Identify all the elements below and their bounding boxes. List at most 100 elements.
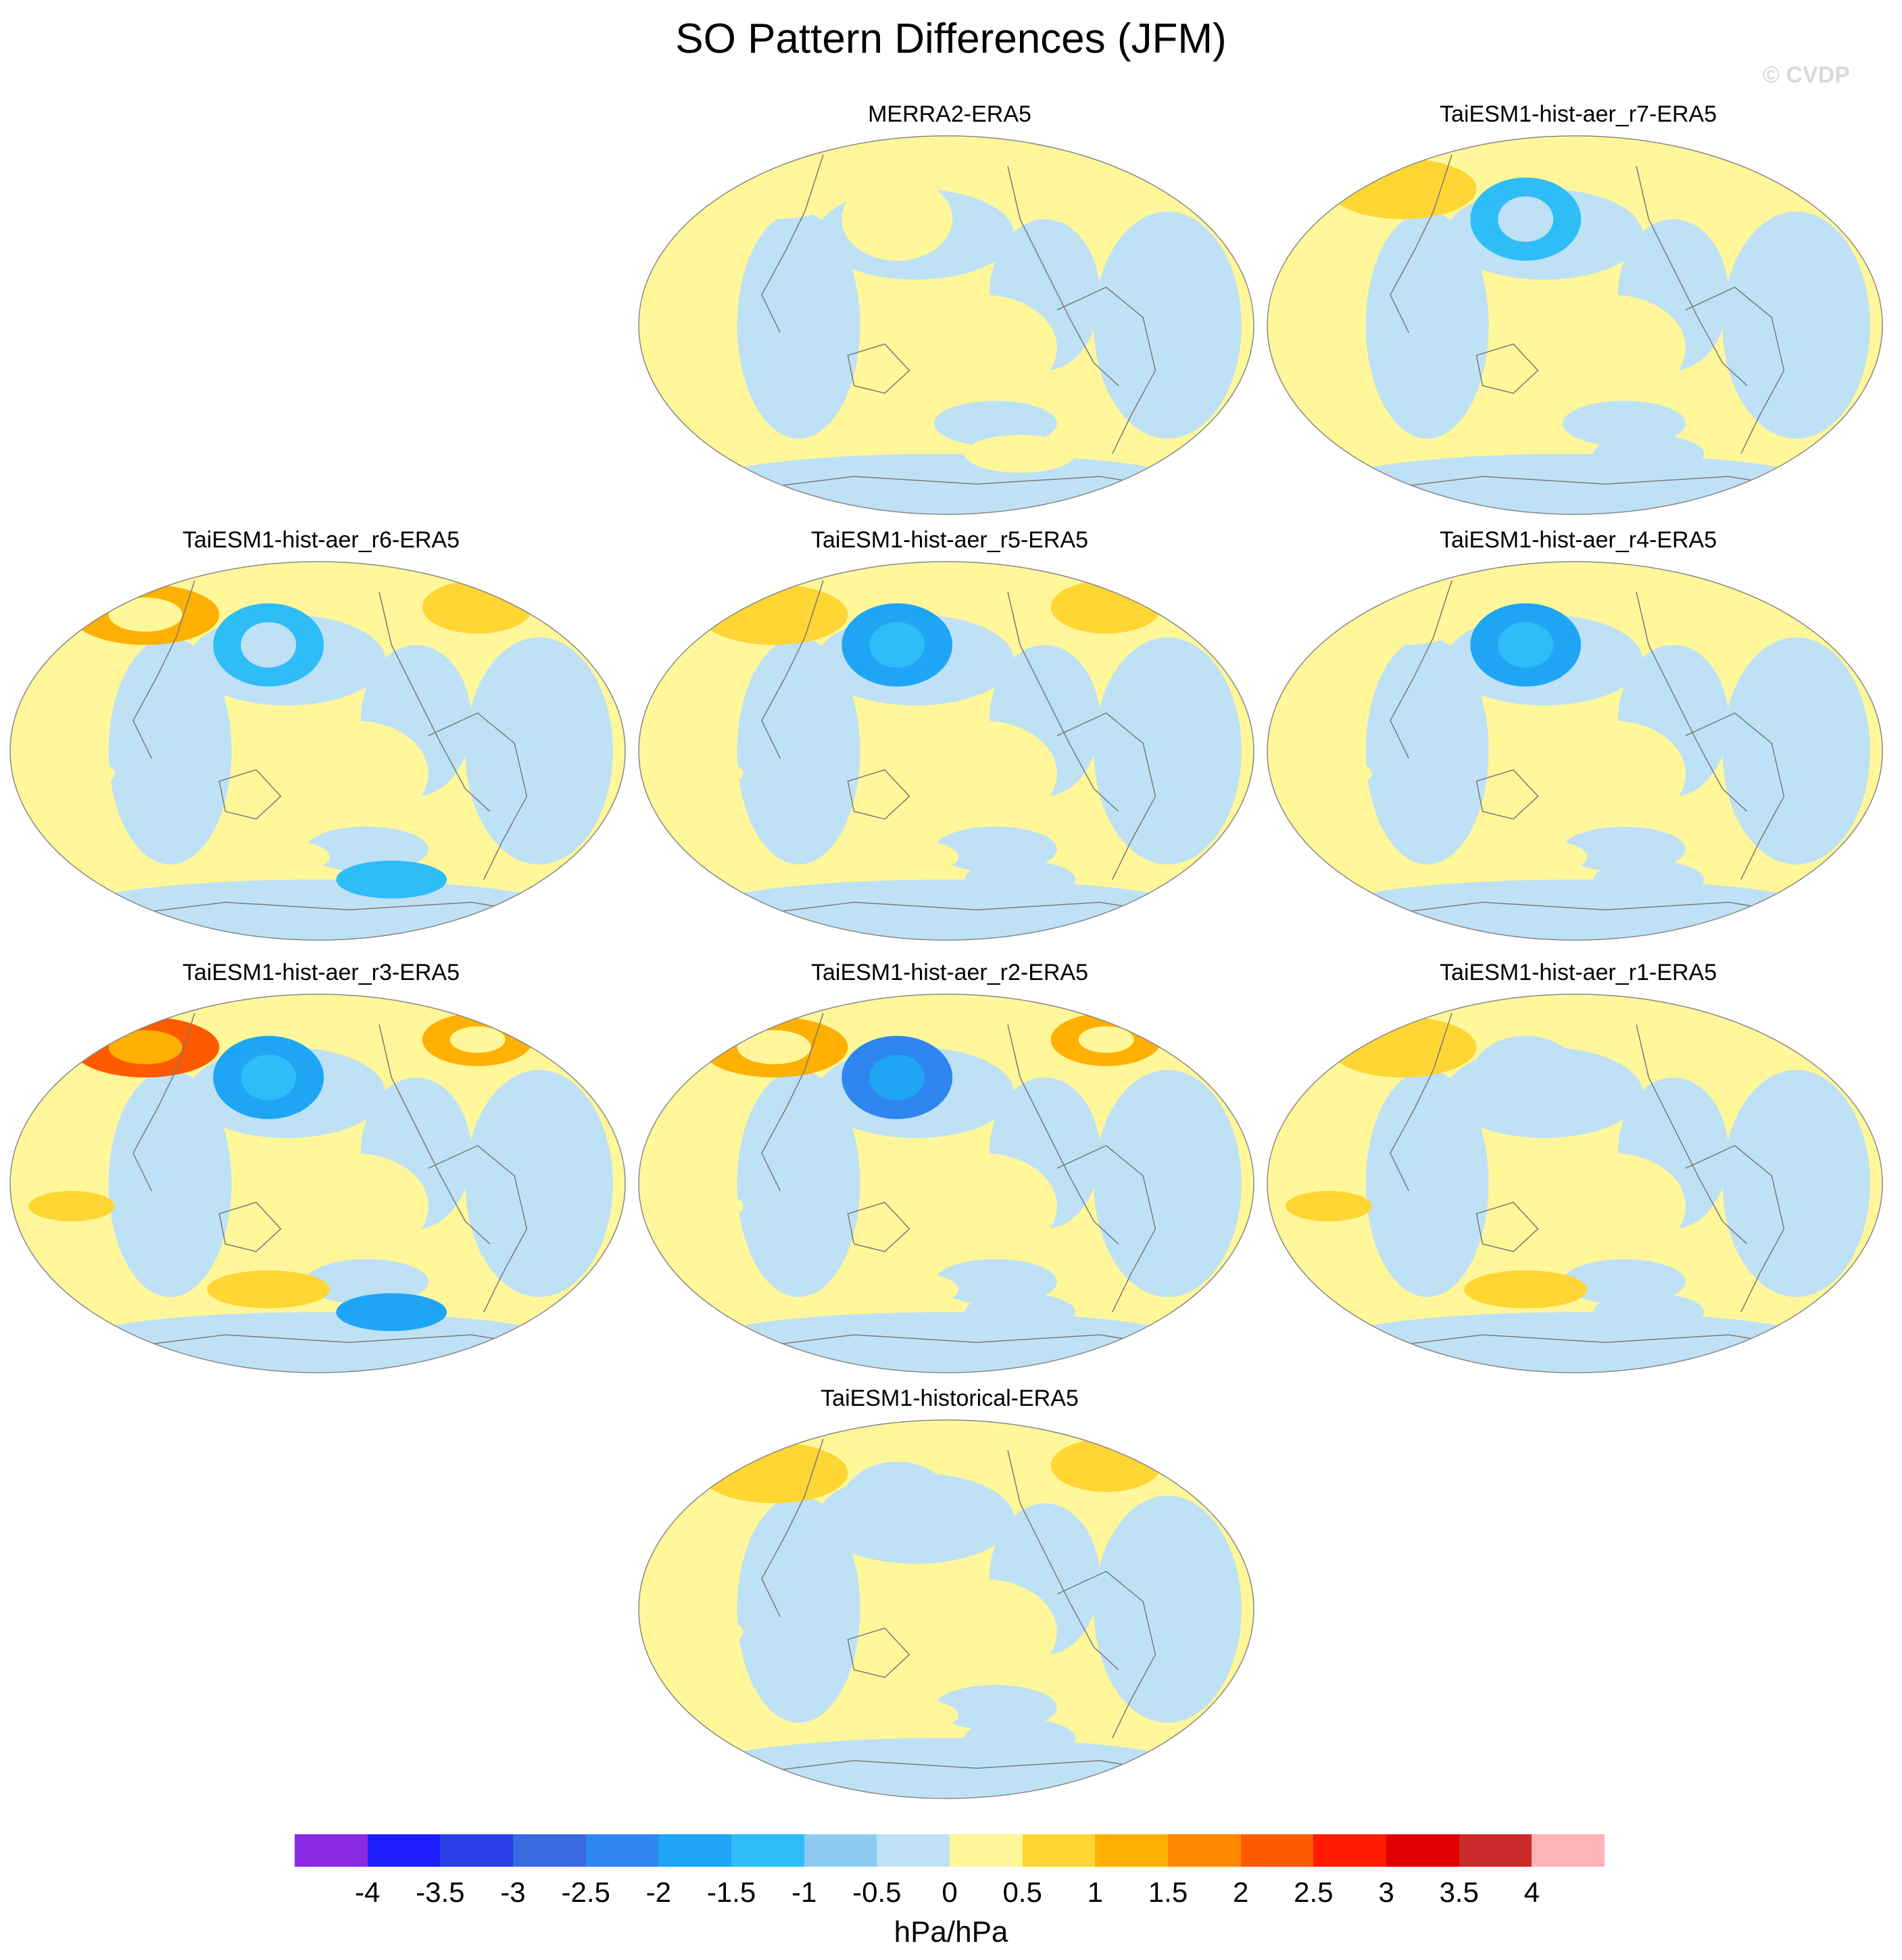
coastline [1056,712,1156,880]
contour-region [1538,720,1686,827]
coastline [1476,343,1539,394]
contour-region [1329,1016,1477,1078]
contour-region [108,1030,182,1064]
coastline [761,1438,824,1617]
contour-region [869,1054,925,1100]
cvdp-credit: © CVDP [1763,62,1850,88]
contour-region [108,1070,232,1297]
contour-region [281,720,429,827]
contour-region [241,1054,297,1100]
colorbar-swatch [1386,1834,1459,1867]
contour-region [1365,637,1489,864]
contour-region [108,597,182,632]
contour-region [835,1270,959,1308]
coastline [847,1627,910,1678]
contour-region [241,622,297,668]
contour-region [465,637,613,864]
contour-region [737,212,860,439]
contour-region [933,827,1057,873]
colorbar-tick-label: -2.5 [561,1876,610,1908]
contour-region [1286,1191,1372,1221]
contour-region [700,584,848,645]
coastline [132,1012,195,1192]
contour-region [108,637,232,864]
coastline [1390,580,1453,759]
colorbar-swatch [804,1834,877,1867]
contour-region [1329,879,1821,940]
contour-region [737,1070,860,1297]
contour-region [305,827,429,873]
contour-region [1365,212,1489,439]
contour-region [869,622,925,668]
contour-region [700,158,848,220]
coastline [218,769,282,820]
map-outline [638,1419,1254,1799]
coastline [1390,154,1453,333]
contour-region [909,1579,1057,1685]
contour-region [1329,454,1821,514]
contour-region [657,758,743,789]
contour-region [1464,1270,1588,1308]
map-panel: TaiESM1-hist-aer_r6-ERA5 [7,527,635,980]
coastline [1685,1145,1785,1313]
map-outline [1267,561,1883,941]
contour-region [965,1719,1076,1757]
contour-region [1094,1496,1242,1723]
panel-title: TaiESM1-hist-aer_r1-ERA5 [1439,960,1717,985]
contour-region [1722,637,1870,864]
colorbar-swatch [585,1834,659,1867]
coastline [847,1202,910,1252]
colorbar-units: hPa/hPa [894,1915,1008,1949]
contour-region [1050,581,1162,634]
panel-title: TaiESM1-hist-aer_r2-ERA5 [810,960,1089,985]
contour-region [449,1026,506,1053]
contour-region [72,879,564,940]
colorbar-tick-label: 2 [1232,1876,1249,1908]
contour-region [1562,827,1686,873]
coastline [1636,1024,1748,1245]
contour-region [1464,837,1588,876]
panel-title: MERRA2-ERA5 [868,101,1031,127]
map-panel: TaiESM1-hist-aer_r1-ERA5 [1264,960,1893,1413]
contour-region [933,1259,1057,1305]
coastline [847,769,910,820]
contour-region [1538,1153,1686,1259]
map-svg [1267,994,1883,1373]
coastline [132,580,195,759]
contour-region [1094,212,1242,439]
colorbar-swatch [367,1834,441,1867]
map-panel: TaiESM1-hist-aer_r3-ERA5 [7,960,635,1413]
colorbar-swatch [1313,1834,1387,1867]
contour-region [207,837,331,876]
map-svg [1267,561,1883,941]
panel-title: TaiESM1-hist-aer_r5-ERA5 [810,527,1089,553]
coastline [379,591,491,812]
contour-region [933,401,1057,447]
coastline [1007,591,1119,812]
coastline [379,1024,491,1245]
colorbar-tick-label: -4 [354,1876,381,1908]
contour-region [700,1442,848,1504]
colorbar-swatch [513,1834,586,1867]
contour-region [835,1696,959,1734]
colorbar-tick-label: 1 [1087,1876,1103,1908]
map-outline [1267,994,1883,1373]
map-svg [638,1419,1254,1799]
contour-region [657,1191,743,1221]
coastline [428,1145,528,1313]
colorbar-tick-label: 3.5 [1439,1876,1479,1908]
colorbar-swatch [658,1834,732,1867]
coastline [847,343,910,394]
colorbar-swatch [1095,1834,1169,1867]
contour-region [1094,1070,1242,1297]
coastline [761,1012,824,1192]
coastline [761,580,824,759]
contour-region [281,1153,429,1259]
contour-region [965,435,1076,473]
coastline [1685,712,1785,880]
contour-region [965,860,1076,899]
colorbar-swatch [295,1834,368,1867]
colorbar-tick-label: -1 [791,1876,817,1908]
colorbar-swatch [1168,1834,1241,1867]
map-svg [1267,135,1883,515]
